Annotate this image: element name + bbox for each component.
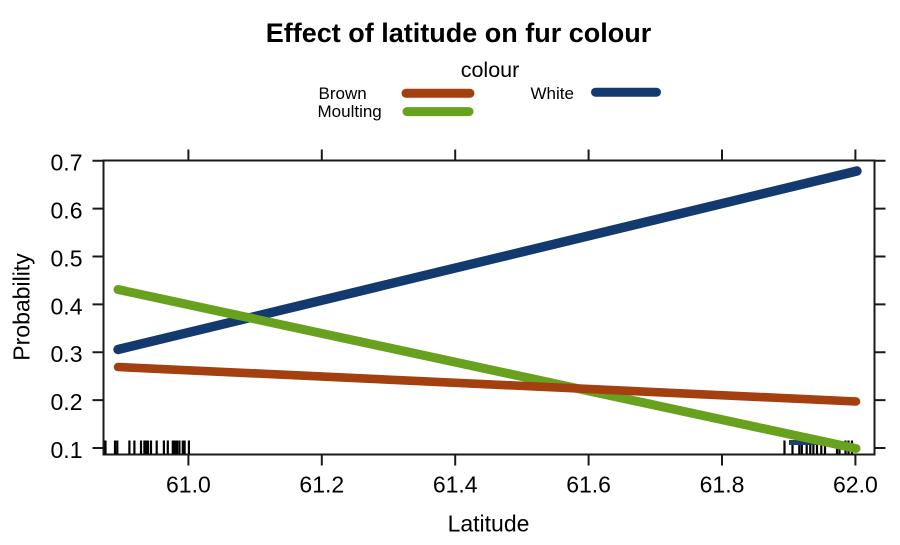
svg-text:Probability: Probability	[9, 253, 35, 361]
svg-text:0.4: 0.4	[51, 293, 83, 319]
svg-text:61.0: 61.0	[166, 472, 211, 498]
svg-text:Moulting: Moulting	[318, 102, 382, 121]
svg-text:0.3: 0.3	[51, 341, 83, 367]
svg-text:White: White	[531, 84, 574, 103]
svg-text:61.4: 61.4	[433, 472, 478, 498]
svg-text:62.0: 62.0	[833, 472, 878, 498]
svg-text:0.1: 0.1	[51, 437, 83, 463]
svg-text:0.7: 0.7	[51, 150, 83, 176]
svg-text:Brown: Brown	[319, 84, 367, 103]
svg-text:Effect of latitude on fur colo: Effect of latitude on fur colour	[266, 18, 652, 48]
svg-text:61.6: 61.6	[566, 472, 611, 498]
svg-text:0.2: 0.2	[51, 389, 83, 415]
svg-text:Latitude: Latitude	[448, 511, 530, 537]
svg-text:61.2: 61.2	[299, 472, 344, 498]
svg-text:0.6: 0.6	[51, 198, 83, 224]
svg-text:colour: colour	[461, 58, 520, 82]
svg-text:61.8: 61.8	[700, 472, 745, 498]
svg-text:0.5: 0.5	[51, 245, 83, 271]
